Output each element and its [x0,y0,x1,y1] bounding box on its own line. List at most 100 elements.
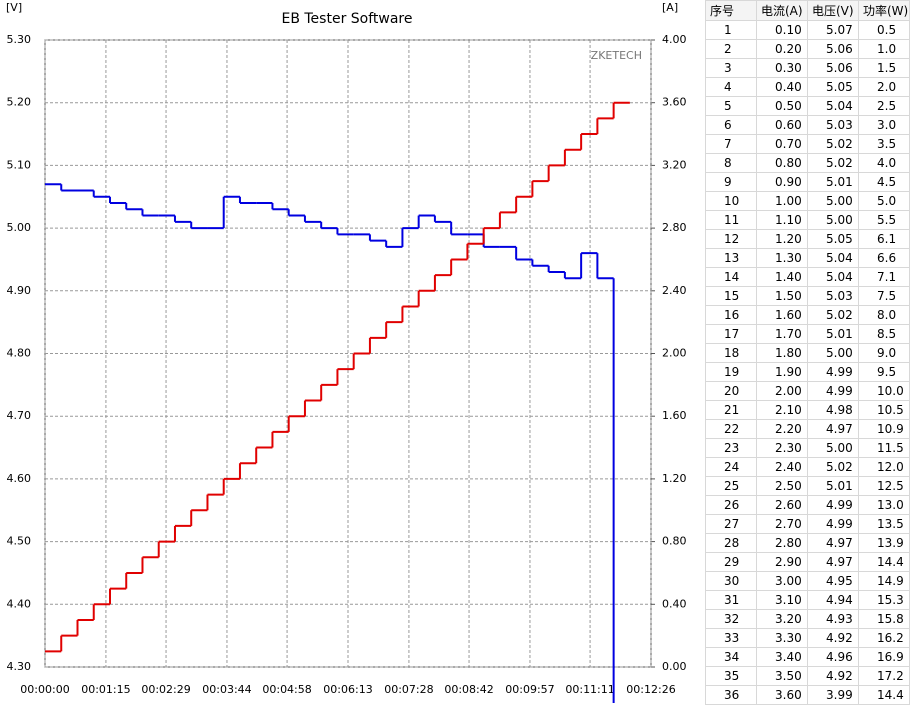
table-row: 35 3.50 4.92 17.2 [705,666,910,686]
table-cell: 13 [705,248,757,268]
y2-tick-label: 0.00 [662,660,687,673]
table-cell: 1.20 [756,229,808,249]
table-cell: 4.97 [807,533,859,553]
table-cell: 14.9 [858,571,910,591]
table-cell: 5.01 [807,476,859,496]
table-cell: 8.0 [858,305,910,325]
table-cell: 12.0 [858,457,910,477]
y-tick-label: 5.10 [7,158,32,171]
table-row: 14 1.40 5.04 7.1 [705,267,910,287]
table-cell: 31 [705,590,757,610]
x-tick-label: 00:03:44 [202,683,251,696]
table-cell: 1.40 [756,267,808,287]
table-cell: 5.02 [807,457,859,477]
table-cell: 4.92 [807,628,859,648]
table-cell: 2.40 [756,457,808,477]
y2-tick-label: 1.20 [662,472,687,485]
table-cell: 0.30 [756,58,808,78]
table-row: 12 1.20 5.05 6.1 [705,229,910,249]
table-row: 25 2.50 5.01 12.5 [705,476,910,496]
table-cell: 12.5 [858,476,910,496]
table-cell: 1.60 [756,305,808,325]
table-cell: 3.50 [756,666,808,686]
table-cell: 4.96 [807,647,859,667]
table-cell: 0.90 [756,172,808,192]
table-row: 7 0.70 5.02 3.5 [705,134,910,154]
y2-axis-label: [A] [662,1,678,14]
table-cell: 1.90 [756,362,808,382]
table-cell: 0.80 [756,153,808,173]
table-cell: 5.02 [807,134,859,154]
table-cell: 6.6 [858,248,910,268]
table-row: 16 1.60 5.02 8.0 [705,305,910,325]
table-cell: 20 [705,381,757,401]
table-cell: 3.30 [756,628,808,648]
table-cell: 4.99 [807,514,859,534]
table-cell: 14 [705,267,757,287]
table-cell: 5.07 [807,20,859,40]
table-cell: 15 [705,286,757,306]
table-cell: 4.98 [807,400,859,420]
table-cell: 5.04 [807,267,859,287]
table-row: 2 0.20 5.06 1.0 [705,39,910,59]
table-cell: 16.9 [858,647,910,667]
table-cell: 21 [705,400,757,420]
table-cell: 15.8 [858,609,910,629]
table-row: 4 0.40 5.05 2.0 [705,77,910,97]
x-tick-label: 00:07:28 [384,683,433,696]
table-cell: 1.70 [756,324,808,344]
table-row: 24 2.40 5.02 12.0 [705,457,910,477]
y2-tick-label: 4.00 [662,33,687,46]
x-tick-label: 00:01:15 [81,683,130,696]
table-cell: 11 [705,210,757,230]
data-table: 序号 电流(A) 电压(V) 功率(W) 1 0.10 5.07 0.5 2 0.20 5.06 1.… [705,0,910,705]
table-row: 33 3.30 4.92 16.2 [705,628,910,648]
y-tick-label: 4.30 [7,660,32,673]
table-cell: 16.2 [858,628,910,648]
table-cell: 3.60 [756,685,808,705]
x-tick-label: 00:02:29 [141,683,190,696]
x-tick-label: 00:00:00 [20,683,69,696]
y-tick-label: 4.90 [7,284,32,297]
table-row: 30 3.00 4.95 14.9 [705,571,910,591]
table-cell: 17.2 [858,666,910,686]
y2-tick-label: 1.60 [662,409,687,422]
table-row: 19 1.90 4.99 9.5 [705,362,910,382]
table-cell: 4.99 [807,362,859,382]
table-cell: 3.00 [756,571,808,591]
table-cell: 13.5 [858,514,910,534]
chart: EB Tester Software [V] [A] ZKETECH 4.30 4… [6,1,687,703]
y-tick-label: 4.40 [7,597,32,610]
table-cell: 18 [705,343,757,363]
y2-tick-label: 2.40 [662,284,687,297]
table-cell: 4.0 [858,153,910,173]
table-row: 8 0.80 5.02 4.0 [705,153,910,173]
table-cell: 10.5 [858,400,910,420]
table-row: 10 1.00 5.00 5.0 [705,191,910,211]
y2-tick-label: 0.40 [662,597,687,610]
x-tick-label: 00:12:26 [626,683,675,696]
table-cell: 2.00 [756,381,808,401]
table-cell: 2.60 [756,495,808,515]
table-cell: 10.9 [858,419,910,439]
table-cell: 5.02 [807,153,859,173]
table-cell: 8.5 [858,324,910,344]
table-cell: 0.70 [756,134,808,154]
table-cell: 1 [705,20,757,40]
table-cell: 5.00 [807,438,859,458]
table-cell: 5.05 [807,77,859,97]
table-cell: 4.99 [807,495,859,515]
table-cell: 5.02 [807,305,859,325]
table-cell: 11.5 [858,438,910,458]
table-cell: 2.80 [756,533,808,553]
table-cell: 2.0 [858,77,910,97]
table-cell: 2.90 [756,552,808,572]
table-cell: 6.1 [858,229,910,249]
table-cell: 5.5 [858,210,910,230]
table-cell: 29 [705,552,757,572]
table-row: 27 2.70 4.99 13.5 [705,514,910,534]
table-cell: 24 [705,457,757,477]
table-row: 6 0.60 5.03 3.0 [705,115,910,135]
table-cell: 2.10 [756,400,808,420]
